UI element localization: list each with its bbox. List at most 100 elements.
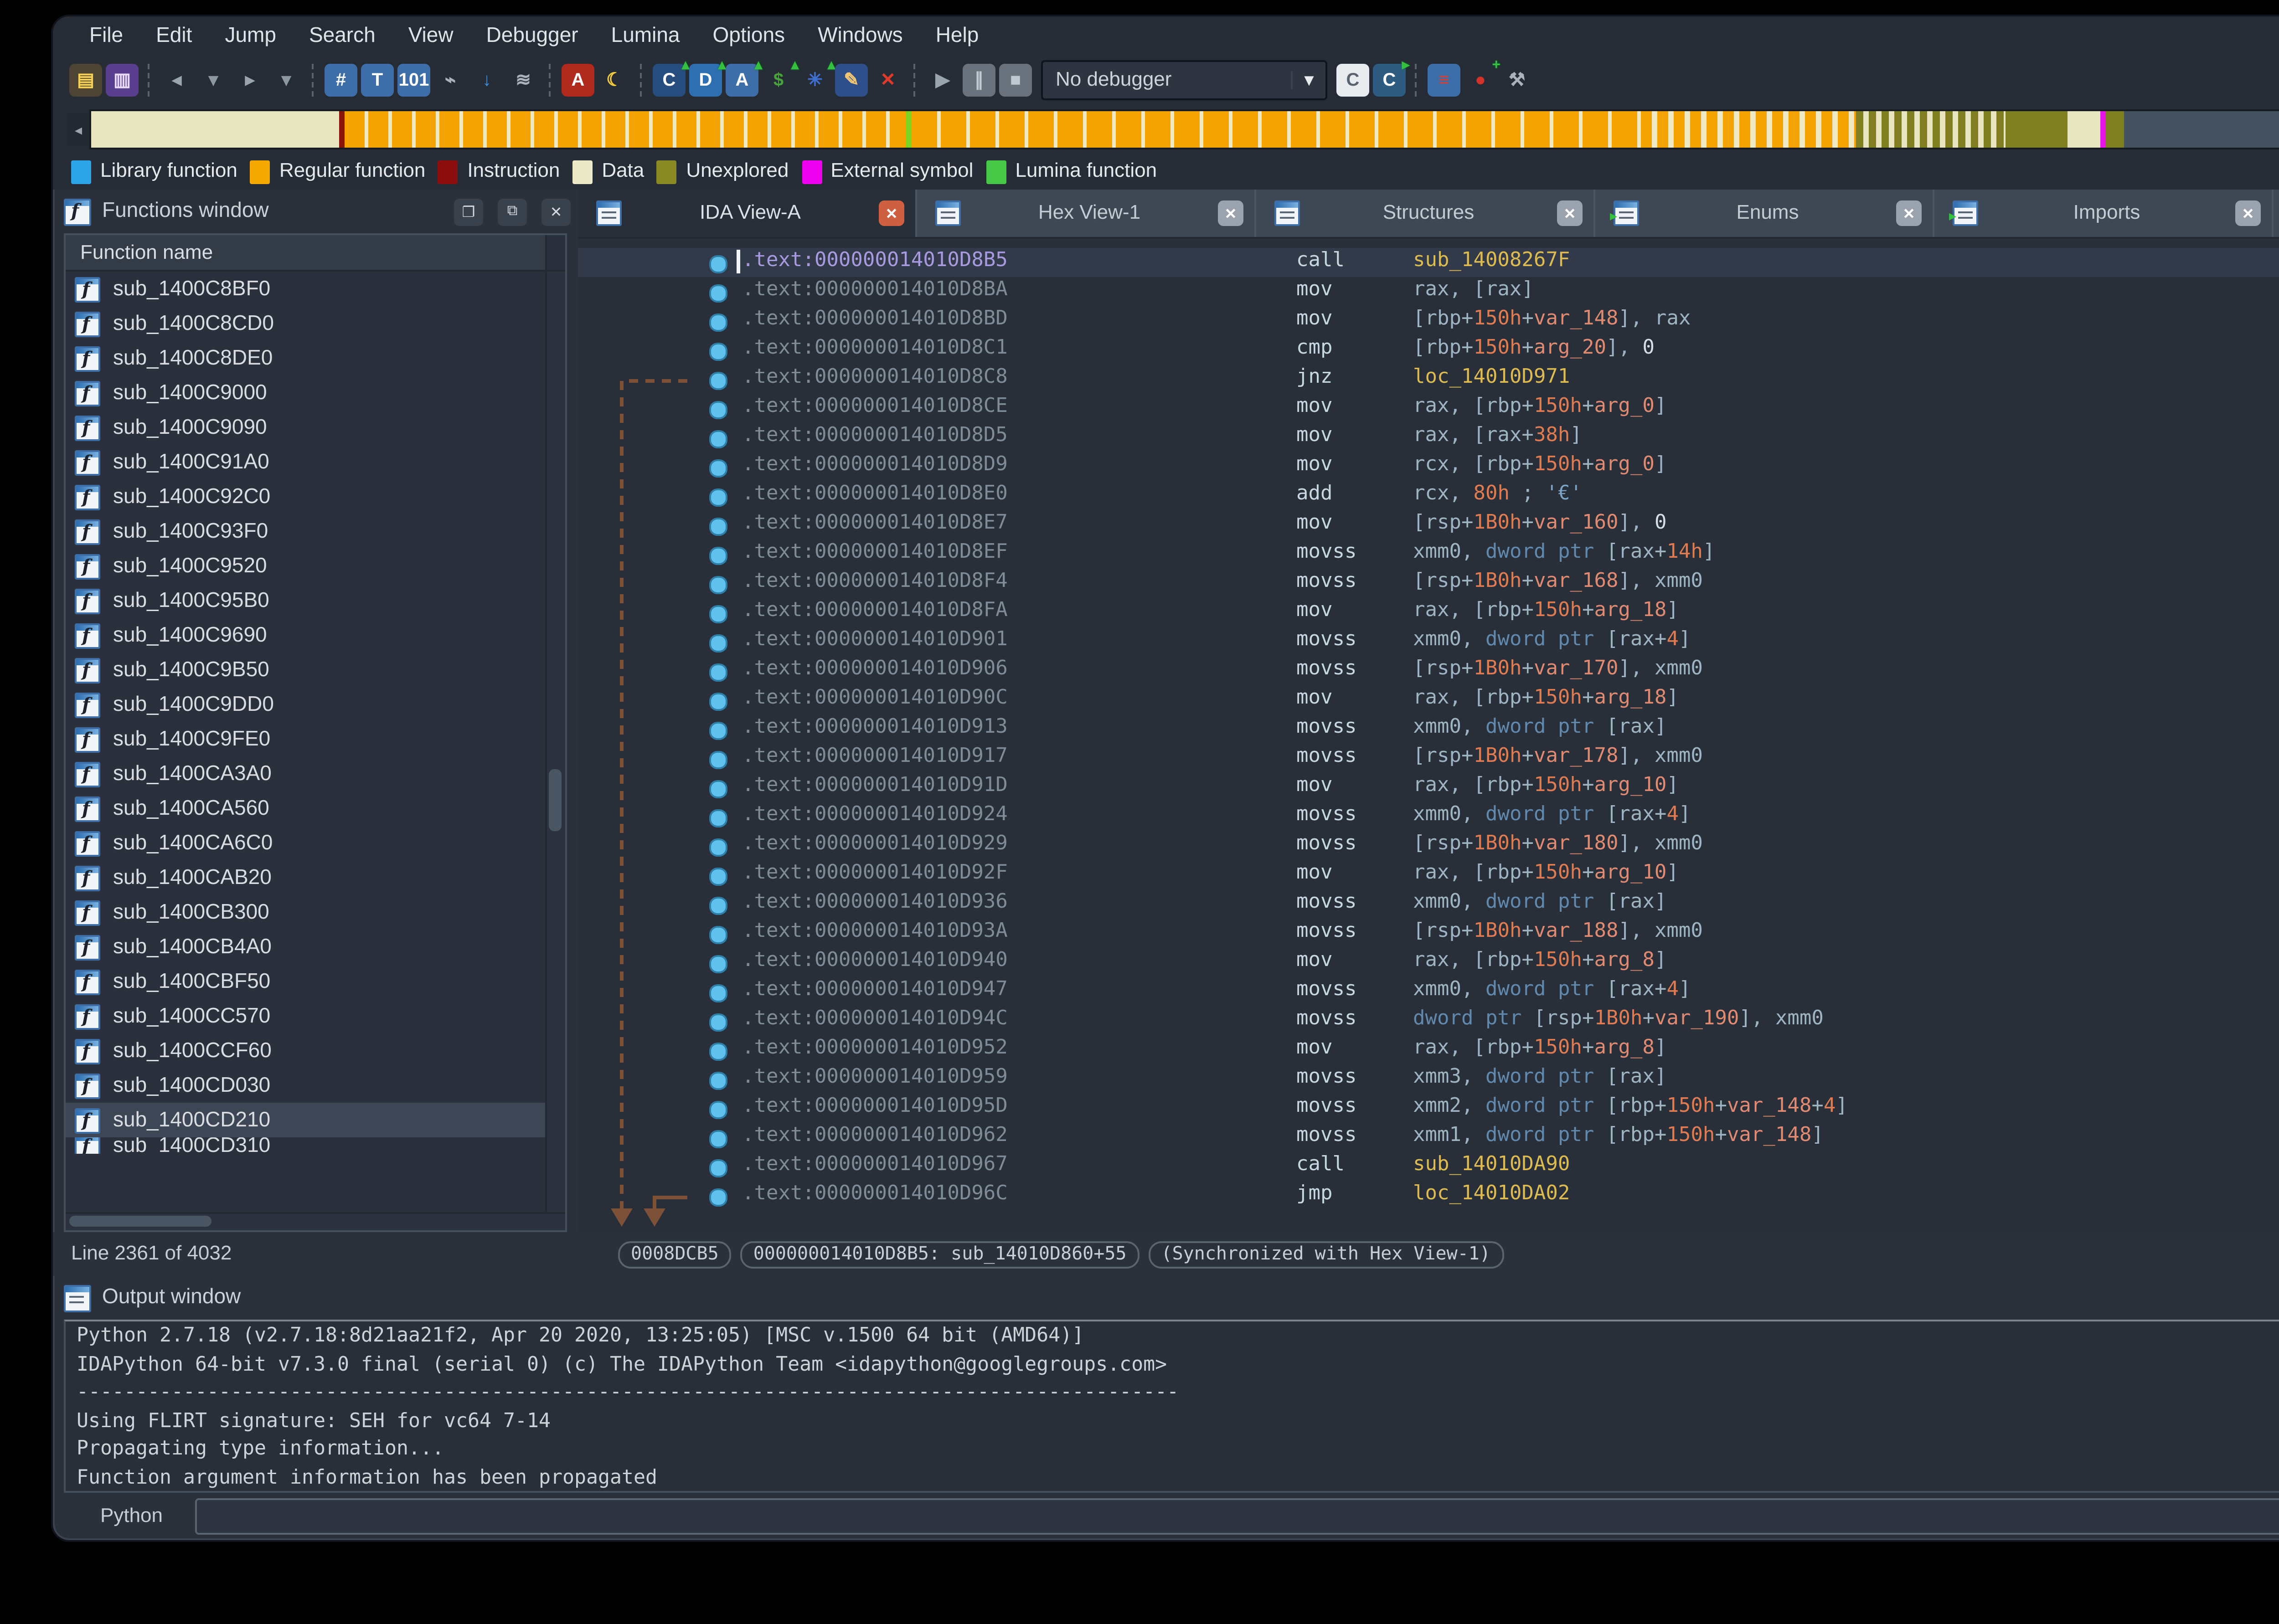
text-window-icon[interactable]: T xyxy=(361,64,394,97)
breakpoint-dot-icon[interactable] xyxy=(709,576,727,594)
disassembly-line[interactable]: .text:000000014010D8FA mov rax, [rbp+150h+… xyxy=(578,598,2279,627)
function-list-item[interactable]: sub_1400CD210 xyxy=(66,1103,545,1137)
names-window-icon[interactable]: # xyxy=(325,64,357,97)
binary-window-icon[interactable]: 101 xyxy=(397,64,430,97)
breakpoint-dot-icon[interactable] xyxy=(709,693,727,711)
breakpoint-dot-icon[interactable] xyxy=(709,343,727,361)
start-process-icon[interactable]: ▶ xyxy=(935,70,950,90)
breakpoint-dot-icon[interactable] xyxy=(709,518,727,536)
ida-view-a-disassembly[interactable]: .text:000000014010D8B5 call sub_14008267F.… xyxy=(578,239,2279,1232)
menu-item-options[interactable]: Options xyxy=(712,25,785,46)
breakpoint-dot-icon[interactable] xyxy=(709,722,727,740)
breakpoint-dot-icon[interactable] xyxy=(709,313,727,332)
function-list-item[interactable]: sub_1400CA560 xyxy=(66,791,545,826)
disassembly-line[interactable]: .text:000000014010D8C1 cmp [rbp+150h+arg_2… xyxy=(578,335,2279,365)
function-list-item[interactable]: sub_1400C92C0 xyxy=(66,479,545,514)
disassembly-line[interactable]: .text:000000014010D962 movss xmm1, dword p… xyxy=(578,1123,2279,1152)
function-list-item[interactable]: sub_1400CAB20 xyxy=(66,860,545,895)
breakpoint-dot-icon[interactable] xyxy=(709,488,727,507)
pause-process-icon[interactable]: ∥ xyxy=(963,64,995,97)
function-list-item[interactable]: sub_1400CCF60 xyxy=(66,1033,545,1068)
disassembly-line[interactable]: .text:000000014010D8BA mov rax, [rax] xyxy=(578,277,2279,306)
tab-close-icon[interactable]: ✕ xyxy=(1557,200,1583,226)
functions-list[interactable]: sub_1400C8BF0 sub_1400C8CD0 sub_1400C8DE0s… xyxy=(66,272,545,1212)
function-list-item[interactable]: sub_1400C8DE0 xyxy=(66,341,545,375)
chevron-down-icon[interactable]: ▼ xyxy=(1291,71,1325,89)
breakpoint-dot-icon[interactable] xyxy=(709,984,727,1002)
disassembly-line[interactable]: .text:000000014010D90C mov rax, [rbp+150h+… xyxy=(578,685,2279,714)
function-list-item[interactable]: sub_1400C9DD0 xyxy=(66,687,545,722)
disassembly-line[interactable]: .text:000000014010D95D movss xmm2, dword p… xyxy=(578,1094,2279,1123)
disassembly-line[interactable]: .text:000000014010D913 movss xmm0, dword p… xyxy=(578,714,2279,744)
tab-exports[interactable]: ▸Exports✕ xyxy=(2274,190,2279,237)
disassembly-line[interactable]: .text:000000014010D952 mov rax, [rbp+150h+… xyxy=(578,1035,2279,1064)
disassembly-line[interactable]: .text:000000014010D8E7 mov [rsp+1B0h+var_1… xyxy=(578,510,2279,540)
breakpoint-dot-icon[interactable] xyxy=(709,372,727,390)
disassembly-line[interactable]: .text:000000014010D947 movss xmm0, dword p… xyxy=(578,977,2279,1006)
function-list-item[interactable]: sub_1400CB300 xyxy=(66,895,545,930)
scrollbar-thumb[interactable] xyxy=(549,770,562,832)
make-array-icon[interactable]: $ ▴ xyxy=(773,57,799,90)
breakpoint-dot-icon[interactable] xyxy=(709,1159,727,1177)
python-command-input[interactable] xyxy=(195,1498,2279,1535)
breakpoint-dot-icon[interactable] xyxy=(709,1072,727,1090)
trace-icon[interactable]: ≋ xyxy=(516,70,531,90)
tab-close-icon[interactable]: ✕ xyxy=(2235,200,2261,226)
tab-close-icon[interactable]: ✕ xyxy=(1896,200,1922,226)
disassembly-line[interactable]: .text:000000014010D936 movss xmm0, dword p… xyxy=(578,889,2279,919)
disassembly-line[interactable]: .text:000000014010D91D mov rax, [rbp+150h+… xyxy=(578,773,2279,802)
disassembly-line[interactable]: .text:000000014010D906 movss [rsp+1B0h+var… xyxy=(578,656,2279,685)
function-list-item[interactable]: sub_1400C91A0 xyxy=(66,445,545,479)
function-list-item[interactable]: sub_1400C93F0 xyxy=(66,514,545,549)
menu-item-help[interactable]: Help xyxy=(935,25,979,46)
function-list-item[interactable]: sub_1400CB4A0 xyxy=(66,930,545,964)
debugger-setup-icon[interactable]: ⚒ xyxy=(1509,70,1525,90)
breakpoint-dot-icon[interactable] xyxy=(709,751,727,769)
menu-item-jump[interactable]: Jump xyxy=(225,25,276,46)
breakpoint-dot-icon[interactable] xyxy=(709,838,727,857)
function-list-item[interactable]: sub_1400C95B0 xyxy=(66,583,545,618)
disassembly-line[interactable]: .text:000000014010D96C jmp loc_14010DA02 xyxy=(578,1181,2279,1210)
tab-close-icon[interactable]: ✕ xyxy=(879,200,904,226)
disassembly-line[interactable]: .text:000000014010D92F mov rax, [rbp+150h+… xyxy=(578,860,2279,889)
back-history-dropdown-icon[interactable]: ▾ xyxy=(208,70,218,90)
disassembly-line[interactable]: .text:000000014010D8D5 mov rax, [rax+38h] xyxy=(578,423,2279,452)
functions-horizontal-scrollbar[interactable] xyxy=(66,1212,565,1230)
function-list-item[interactable]: sub_1400CA3A0 xyxy=(66,756,545,791)
functions-column-header[interactable]: Function name xyxy=(66,235,565,272)
function-list-item[interactable]: sub_1400C9B50 xyxy=(66,653,545,687)
disassembly-line[interactable]: .text:000000014010D8E0 add rcx, 80h ; '€' xyxy=(578,481,2279,510)
tab-enums[interactable]: ▸ Enums ✕ xyxy=(1595,190,1934,237)
forward-history-dropdown-icon[interactable]: ▾ xyxy=(281,70,291,90)
continue-process-icon[interactable]: C ▸ xyxy=(1373,57,1409,97)
function-list-item[interactable]: sub_1400C9FE0 xyxy=(66,722,545,756)
output-console[interactable]: Python 2.7.18 (v2.7.18:8d21aa21f2, Apr 2… xyxy=(64,1320,2279,1493)
stop-process-icon[interactable]: ■ xyxy=(999,64,1032,97)
disassembly-line[interactable]: .text:000000014010D8EF movss xmm0, dword p… xyxy=(578,540,2279,569)
make-string-icon[interactable]: A ▴ xyxy=(726,57,762,97)
breakpoint-dot-icon[interactable] xyxy=(709,255,727,273)
menu-item-debugger[interactable]: Debugger xyxy=(486,25,578,46)
function-list-item[interactable]: sub_1400C9000 xyxy=(66,375,545,410)
tab-imports[interactable]: ▸ Imports ✕ xyxy=(1934,190,2274,237)
restore-button[interactable]: ❐ xyxy=(454,198,483,225)
menu-item-windows[interactable]: Windows xyxy=(818,25,903,46)
tab-ida-view-a[interactable]: IDA View-A ✕ xyxy=(578,190,917,237)
functions-vertical-scrollbar[interactable] xyxy=(545,272,565,1212)
navband-left-arrow[interactable]: ◂ xyxy=(67,113,89,146)
breakpoint-dot-icon[interactable] xyxy=(709,401,727,419)
function-list-item[interactable]: sub_1400C9090 xyxy=(66,410,545,445)
menu-item-lumina[interactable]: Lumina xyxy=(611,25,680,46)
navigate-back-icon[interactable]: ◂ xyxy=(172,70,182,90)
breakpoint-dot-icon[interactable] xyxy=(709,547,727,565)
breakpoint-dot-icon[interactable] xyxy=(709,809,727,827)
disassembly-line[interactable]: .text:000000014010D901 movss xmm0, dword p… xyxy=(578,627,2279,656)
undefine-icon[interactable]: ✕ xyxy=(880,70,896,90)
breakpoint-dot-icon[interactable] xyxy=(709,1013,727,1032)
function-list-item[interactable]: sub_1400C8CD0 xyxy=(66,306,545,341)
disassembly-line[interactable]: .text:000000014010D929 movss [rsp+1B0h+var… xyxy=(578,831,2279,860)
function-list-item[interactable]: sub_1400C9520 xyxy=(66,549,545,583)
menu-item-search[interactable]: Search xyxy=(309,25,376,46)
reanalyze-icon[interactable]: ☾ xyxy=(606,70,623,90)
tab-hex-view-1[interactable]: Hex View-1 ✕ xyxy=(917,190,1256,237)
